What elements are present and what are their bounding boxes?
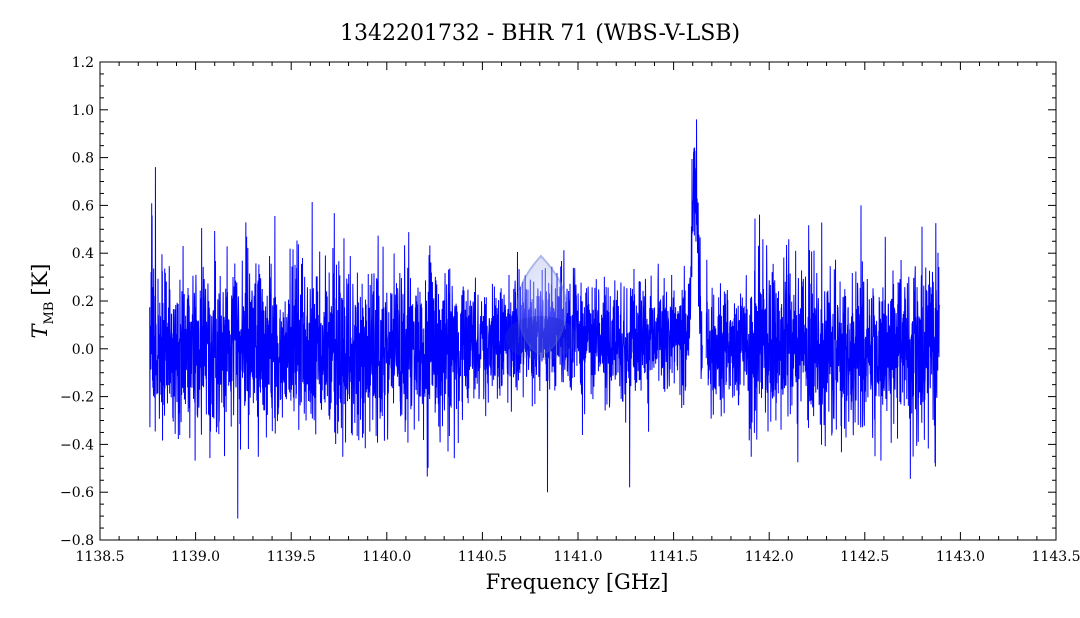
x-tick-label: 1141.5 (649, 549, 698, 565)
y-tick-label: 0.8 (72, 151, 94, 167)
y-tick-label: 1.2 (72, 55, 94, 71)
x-tick-label: 1140.5 (458, 549, 507, 565)
y-axis-label-unit: [K] (28, 264, 52, 296)
y-tick-label: 0.4 (72, 246, 94, 262)
y-tick-label: 0.2 (72, 294, 94, 310)
x-tick-label: 1142.5 (840, 549, 889, 565)
x-tick-label: 1143.0 (936, 549, 985, 565)
plot-area (149, 119, 940, 519)
herschel-watermark-icon (505, 254, 577, 360)
x-axis-ticks: 1138.5 1139.0 1139.5 1140.0 1140.5 1141.0 1141… (76, 62, 1080, 565)
x-tick-label: 1138.5 (76, 549, 125, 565)
y-axis-ticks: −0.8 −0.6 −0.4 −0.2 0.0 0.2 0.4 0.6 0.8 1.0 1.2 (60, 55, 1056, 549)
x-tick-label: 1139.5 (267, 549, 316, 565)
chart-title: 1342201732 - BHR 71 (WBS-V-LSB) (340, 21, 740, 46)
y-axis-label-symbol: T (28, 322, 52, 338)
x-tick-label: 1141.0 (554, 549, 603, 565)
y-tick-label: 0.6 (72, 198, 94, 214)
x-tick-label: 1140.0 (362, 549, 411, 565)
x-tick-label: 1143.5 (1032, 549, 1080, 565)
series-group (149, 119, 940, 519)
y-tick-label: 1.0 (72, 103, 94, 119)
x-tick-label: 1142.0 (745, 549, 794, 565)
series-line (705, 205, 940, 479)
series-line (149, 119, 703, 519)
y-tick-label: −0.2 (60, 390, 94, 406)
y-tick-label: −0.8 (60, 533, 94, 549)
y-tick-label: −0.6 (60, 485, 94, 501)
y-tick-label: 0.0 (72, 342, 94, 358)
x-axis-label: Frequency [GHz] (486, 570, 669, 594)
y-axis-label: TMB [K] (28, 264, 57, 339)
y-axis-label-subscript: MB (42, 302, 57, 325)
x-tick-label: 1139.0 (171, 549, 220, 565)
y-tick-label: −0.4 (60, 437, 94, 453)
